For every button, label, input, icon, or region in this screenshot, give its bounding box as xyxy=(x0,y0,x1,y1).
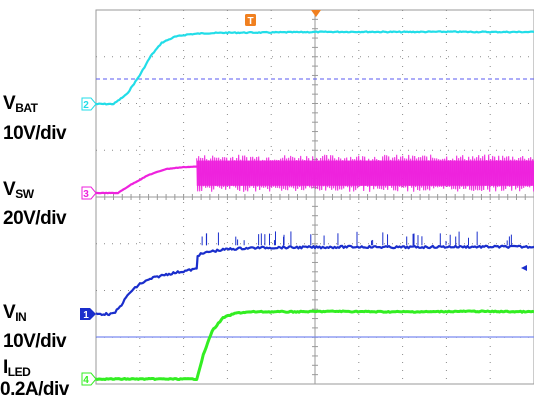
ch1-name: V xyxy=(3,302,16,323)
channel-marker-shape xyxy=(80,308,96,320)
channel-marker-4: 4 xyxy=(81,372,97,386)
trace-ch1 xyxy=(95,244,534,317)
trigger-position-marker: T xyxy=(245,14,256,27)
ch2-name: V xyxy=(3,93,16,114)
ch4-name: I xyxy=(3,357,8,378)
ch4-label: ILED xyxy=(3,357,31,382)
trace-ch4 xyxy=(95,309,534,381)
ch1-scale: 10V/div xyxy=(3,331,67,352)
channel-marker-number: 4 xyxy=(83,375,89,386)
channel-marker-shape xyxy=(81,372,97,386)
trigger-level-arrow xyxy=(521,265,527,271)
trigger-markers: T xyxy=(245,10,527,271)
channel-marker-2: 2 xyxy=(81,97,97,111)
ch3-label: VSW xyxy=(3,180,34,204)
channel-marker-1: 1 xyxy=(80,308,96,321)
channel-marker-shape xyxy=(81,97,97,111)
trigger-arrow xyxy=(311,10,321,17)
ch4-name-sub: LED xyxy=(7,365,31,379)
channel-marker-number: 3 xyxy=(83,189,89,200)
ch2-scale-text: 10V/div xyxy=(3,123,67,144)
ch3-scale: 20V/div xyxy=(3,208,67,229)
reference-lines xyxy=(96,78,534,338)
channel-marker-number: 2 xyxy=(83,100,89,111)
waveform-traces xyxy=(95,30,534,381)
ch1-scale-text: 10V/div xyxy=(3,331,67,352)
channel-marker-number: 1 xyxy=(83,310,89,321)
graticule xyxy=(95,9,534,385)
ch2-name-sub: BAT xyxy=(15,101,38,115)
ch2-scale: 10V/div xyxy=(3,123,67,144)
ch3-name-sub: SW xyxy=(15,187,34,201)
trace-ch2 xyxy=(95,30,534,106)
ch1-label: VIN xyxy=(3,302,27,327)
switching-spikes-ch3 xyxy=(196,154,534,192)
trigger-letter: T xyxy=(247,16,253,27)
ch3-name: V xyxy=(3,179,16,200)
ch4-scale: 0.2A/div xyxy=(0,380,69,400)
ch4-scale-text: 0.2A/div xyxy=(0,379,69,400)
ch3-scale-text: 20V/div xyxy=(3,208,67,229)
channel-markers: 2 3 1 4 xyxy=(80,97,97,386)
channel-marker-3: 3 xyxy=(81,186,97,200)
ch1-name-sub: IN xyxy=(15,310,27,324)
ch2-label: VBAT xyxy=(3,93,38,118)
channel-marker-shape xyxy=(81,186,97,200)
trigger-box xyxy=(245,14,256,26)
trace-ch3 xyxy=(95,165,197,195)
